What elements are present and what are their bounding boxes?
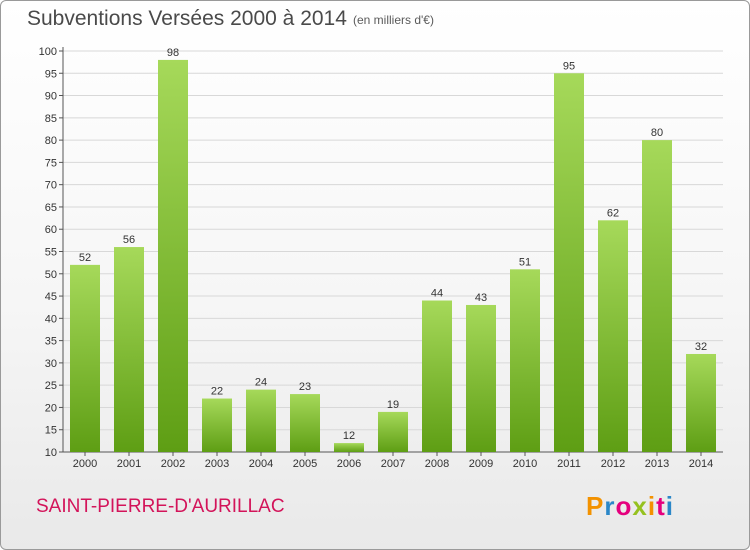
bar-2003: [202, 398, 232, 452]
data-label: 80: [651, 127, 663, 139]
bar-2006: [334, 443, 364, 452]
data-label: 32: [695, 341, 707, 353]
x-tick-label: 2006: [337, 458, 361, 470]
data-label: 56: [123, 234, 135, 246]
logo-letter: r: [604, 491, 616, 521]
x-tick-label: 2000: [73, 458, 97, 470]
chart-title: Subventions Versées 2000 à 2014: [27, 7, 347, 30]
bar-2005: [290, 394, 320, 452]
x-tick-label: 2001: [117, 458, 141, 470]
x-tick-label: 2009: [469, 458, 493, 470]
y-tick-label: 80: [45, 135, 57, 147]
y-tick-label: 70: [45, 180, 57, 192]
logo-letter: t: [656, 491, 666, 521]
y-tick-label: 90: [45, 91, 57, 103]
data-labels: 52 56 98 22 24 23 12 19 44 43 51 95 62 80 32: [79, 47, 707, 442]
x-tick-label: 2005: [293, 458, 317, 470]
y-tick-label: 100: [39, 46, 57, 58]
logo-letter: i: [665, 491, 674, 521]
data-label: 95: [563, 60, 575, 72]
y-tick-label: 50: [45, 269, 57, 281]
logo-letter: P: [586, 491, 605, 521]
data-label: 62: [607, 207, 619, 219]
y-tick-label: 95: [45, 68, 57, 80]
x-tick-labels: 2000 2001 2002 2003 2004 2005 2006 2007 2008 2009…: [73, 452, 713, 470]
y-tick-label: 65: [45, 202, 57, 214]
data-label: 52: [79, 252, 91, 264]
y-tick-label: 35: [45, 336, 57, 348]
data-label: 51: [519, 256, 531, 268]
y-tick-label: 10: [45, 447, 57, 459]
x-tick-label: 2011: [557, 458, 581, 470]
x-tick-label: 2012: [601, 458, 625, 470]
logo-letter: i: [647, 491, 657, 521]
x-tick-label: 2004: [249, 458, 273, 470]
proxiti-logo: Proxiti: [586, 491, 674, 522]
bar-2014: [686, 353, 716, 452]
x-tick-label: 2013: [645, 458, 669, 470]
x-tick-label: 2003: [205, 458, 229, 470]
bar-2011: [554, 73, 584, 453]
bar-2000: [70, 264, 100, 452]
bar-2007: [378, 411, 408, 452]
commune-name: SAINT-PIERRE-D'AURILLAC: [36, 496, 285, 517]
data-label: 22: [211, 386, 223, 398]
bar-2004: [246, 389, 276, 452]
y-tick-label: 30: [45, 358, 57, 370]
x-tick-label: 2008: [425, 458, 449, 470]
x-tick-label: 2007: [381, 458, 405, 470]
x-tick-label: 2002: [161, 458, 185, 470]
bar-2002: [158, 59, 188, 453]
y-tick-label: 85: [45, 113, 57, 125]
bars: [70, 59, 716, 453]
y-tick-label: 75: [45, 157, 57, 169]
data-label: 44: [431, 288, 443, 300]
y-tick-label: 20: [45, 402, 57, 414]
bar-2010: [510, 269, 540, 452]
chart-subtitle: (en milliers d'€): [353, 13, 434, 27]
data-label: 43: [475, 292, 487, 304]
bar-2013: [642, 140, 672, 452]
y-tick-labels: 10 15 20 25 30 35 40 45 50 55 60 65 70 75 80 85 90 95 100: [39, 46, 57, 459]
bar-2001: [114, 247, 144, 452]
y-tick-label: 40: [45, 313, 57, 325]
y-tick-label: 25: [45, 380, 57, 392]
y-tick-label: 15: [45, 425, 57, 437]
data-label: 23: [299, 381, 311, 393]
data-label: 98: [167, 47, 179, 59]
y-tick-label: 60: [45, 224, 57, 236]
x-tick-label: 2010: [513, 458, 537, 470]
x-tick-label: 2014: [689, 458, 713, 470]
data-label: 12: [343, 430, 355, 442]
data-label: 24: [255, 377, 267, 389]
bar-2008: [422, 300, 452, 452]
logo-letter: o: [615, 491, 633, 521]
bar-2009: [466, 304, 496, 452]
data-label: 19: [387, 399, 399, 411]
y-tick-label: 45: [45, 291, 57, 303]
bar-2012: [598, 220, 628, 452]
logo-letter: x: [632, 491, 648, 521]
y-tick-label: 55: [45, 247, 57, 259]
